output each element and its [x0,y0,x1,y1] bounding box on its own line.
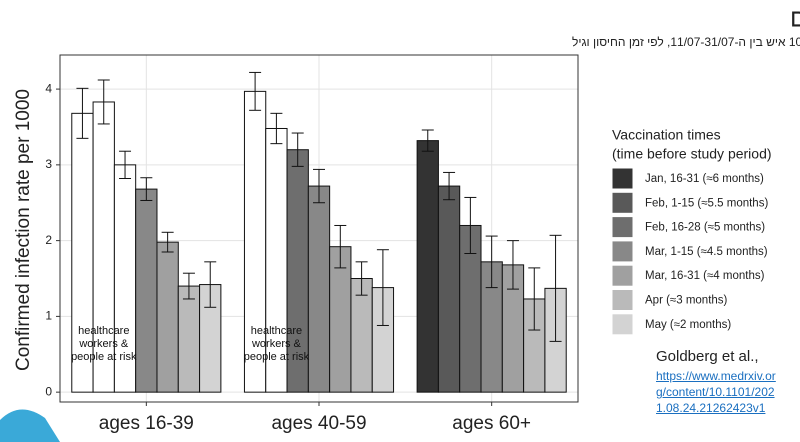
chart-subtitle: שיעור האימותים ל-1000 איש בין ה-11/07-31… [572,35,800,49]
error-bar [249,71,262,111]
bar [329,246,352,393]
legend-label: Feb, 1-15 (≈5.5 months) [645,197,768,209]
bar [177,285,201,393]
legend-key [611,167,634,190]
error-bar [76,87,89,139]
y-tick-label: 2 [45,233,52,247]
error-bar [97,79,110,125]
y-tick-label: 4 [45,81,52,95]
legend-title: Vaccination times [612,127,721,143]
legend-key [611,240,634,263]
bar [437,185,461,393]
error-bar [182,272,195,300]
legend-label: Feb, 16-28 (≈5 months) [645,222,765,234]
error-bar [376,249,389,326]
legend-label: Mar, 1-15 (≈4.5 months) [645,246,768,258]
y-tick-label: 3 [45,157,52,171]
error-bar [119,150,132,179]
chart-title: ככל שעובר זמן מהחיסון השני ישנה דעיכה בה… [790,5,800,33]
error-bar [140,177,153,201]
source-author: Goldberg et al., [656,348,759,365]
bar [156,241,179,393]
bar [135,188,158,393]
annotation-text: healthcare workers & people at risk [243,325,310,363]
legend-label: Apr (≈3 months) [645,295,728,307]
x-tick-label: ages 16-39 [99,413,194,434]
annotation: healthcare workers & people at risk [71,325,137,363]
error-bar [334,224,347,269]
source-link[interactable]: https://www.medrxiv.org/content/10.1101/… [656,369,776,415]
error-bar [464,196,477,255]
error-bar [549,234,562,342]
error-bar [313,168,325,204]
logo [0,409,60,442]
y-axis-label: Confirmed infection rate per 1000 [13,89,34,371]
bar [307,185,331,393]
legend-key [611,191,634,214]
legend-label: Jan, 16-31 (≈6 months) [645,173,764,185]
legend-key [611,216,634,239]
error-bar [528,267,541,331]
error-bar [161,231,174,253]
error-bar [443,171,456,201]
legend-key [611,313,634,336]
annotation: healthcare workers & people at risk [243,325,310,363]
error-bar [355,261,368,296]
x-tick-label: ages 60+ [452,413,531,434]
y-tick-label: 1 [45,309,52,323]
bar [416,140,439,393]
legend-key [611,264,634,287]
error-bar [270,112,283,145]
annotation-text: healthcare workers & people at risk [71,325,137,363]
legend-label: May (≈2 months) [645,319,731,331]
legend-key [611,289,634,311]
legend-label: Mar, 16-31 (≈4 months) [645,270,765,282]
x-tick-label: ages 40-59 [271,413,366,434]
y-tick-label: 0 [45,384,52,398]
error-bar [485,235,498,289]
error-bar [204,261,217,308]
legend-title: (time before study period) [612,146,772,162]
error-bar [291,132,304,167]
error-bar [506,240,519,290]
error-bar [421,129,434,152]
